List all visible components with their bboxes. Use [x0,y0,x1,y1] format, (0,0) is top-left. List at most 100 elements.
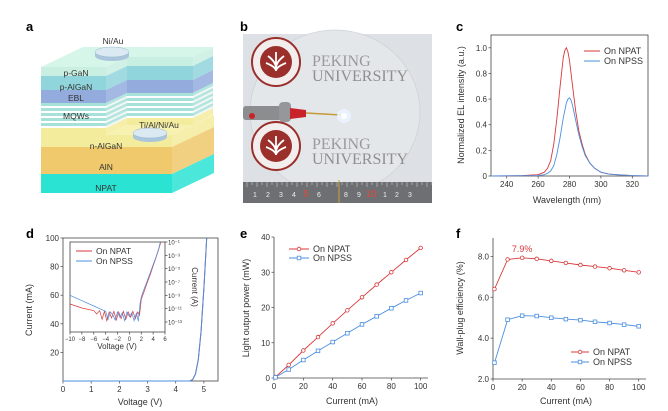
y-tick-label: 0.2 [476,146,488,155]
data-point [359,322,365,327]
data-point [592,264,598,269]
layer-label-n-algan: n-AlGaN [90,141,123,151]
layer-mqws-side [106,106,127,118]
y-tick-label: 0.4 [476,121,488,130]
series-group [273,245,423,380]
layer-mqws-side [193,96,213,108]
series-group [492,255,641,365]
layer-label-mqws: MQWs [63,111,89,121]
data-point [534,313,539,319]
y-axis-title: Current (A) [190,267,199,307]
layer-mqws-side [193,88,213,101]
data-point [621,268,627,273]
data-point [492,360,497,365]
y-tick-label: 60 [50,291,59,300]
layer-mqws-side [106,108,127,121]
data-point [592,319,598,324]
ruler: 1 2 3 4 5 6 8 9 10 1 2 3 [243,180,433,203]
legend-label: On NPSS [593,357,632,367]
layer-mqws-side [193,83,213,96]
layer-mqws [41,106,106,108]
data-point [549,258,554,264]
legend-label: On NPAT [604,46,642,56]
x-axis-title: Voltage (V) [97,342,137,351]
data-point [505,317,510,322]
layer-mqws [127,103,193,106]
layer-p-algan [41,76,106,90]
series-line-on-npss [490,97,649,177]
ruler-label: 4 [292,192,296,199]
data-point [636,270,641,275]
chart-d-inset: −10 −8 −6 −4 −2 0 2 4 6 10⁻¹ 10⁻³ 10⁻⁵ 10⁻⁷ 10⁻⁹ 10⁻¹¹… [65,241,199,352]
legend-item: On NPAT [289,244,351,254]
layer-mqws-side [193,93,213,106]
layer-aln-side [172,127,214,174]
layer-mqws-side [106,93,127,106]
layer-mqws [41,118,106,121]
layer-label-aln: AlN [99,162,113,172]
data-point [492,286,497,292]
legend-label: On NPAT [96,246,131,256]
layer-ebl-side [193,70,213,93]
x-tick-label: 0 [491,383,496,392]
ruler-label: 3 [279,192,283,199]
data-point [330,321,335,326]
layer-p-gan-side [193,47,213,66]
x-tick-label: 60 [576,383,585,392]
x-tick-label: 3 [145,385,150,394]
data-point [563,316,569,322]
ruler-label: 5 [303,189,309,200]
logo-text-peking-2: PEKING [312,136,371,153]
series-line-on-npss [63,237,208,382]
x-tick-label: 280 [563,180,577,189]
x-tick-label: 60 [358,382,367,391]
legend-label: On NPAT [313,244,351,254]
layer-mqws [127,98,193,101]
logo-text-university-1: UNIVERSITY [312,68,408,85]
chart-e: 0 20 40 60 80 100 0 10 20 30 40 Current (mA) Light o… [241,233,428,406]
series-group [490,46,649,177]
x-tick-label: 80 [605,383,614,392]
ruler-label: 8 [344,192,348,199]
data-point [273,375,278,380]
y-tick-label: 2.0 [478,375,490,384]
x-axis-title: Wavelength (nm) [533,195,601,205]
data-point [286,362,291,368]
device-photo: PEKING UNIVERSITY PEKING UNIVERSITY 1 2 3 4… [243,29,433,203]
ruler-label: 10 [365,189,377,200]
layer-mqws [127,106,193,108]
ruler-label: 2 [395,192,399,199]
x-tick-label: −2 [114,337,122,343]
x-tick-label: 100 [632,383,646,392]
x-tick-label: 2 [117,385,122,394]
panel-label-d: d [26,226,34,241]
data-point [578,262,583,268]
data-point [519,313,525,318]
ruler-label: 1 [383,192,387,199]
layer-mqws [41,123,106,126]
y-tick-label: 40 [50,320,59,329]
x-tick-label: 20 [518,383,527,392]
logo-text-peking-1: PEKING [312,53,371,70]
x-tick-label: 100 [414,382,428,391]
data-point [607,266,612,271]
data-point [519,255,525,261]
x-tick-label: −8 [78,337,86,343]
data-point [345,308,350,313]
y-tick-label: 0.8 [476,69,488,78]
data-point [389,270,394,275]
y-tick-label: 10⁻⁷ [168,280,180,287]
data-point [301,348,306,353]
legend-item: On NPSS [571,357,632,367]
layer-n-algan-mesa [41,128,106,135]
y-axis-title: Wall-plug efficiency (%) [455,261,465,355]
x-tick-label: 1 [89,385,94,394]
y-tick-label: 20 [50,348,59,357]
layer-p-gan [127,57,193,66]
x-tick-label: 0 [272,382,277,391]
layer-mqws-side [193,91,213,103]
layer-mqws-side [106,113,127,126]
series-line-on-npat [490,46,649,177]
logo-text-university-2: UNIVERSITY [312,151,408,168]
contact-label-ni-au: Ni/Au [103,36,124,46]
